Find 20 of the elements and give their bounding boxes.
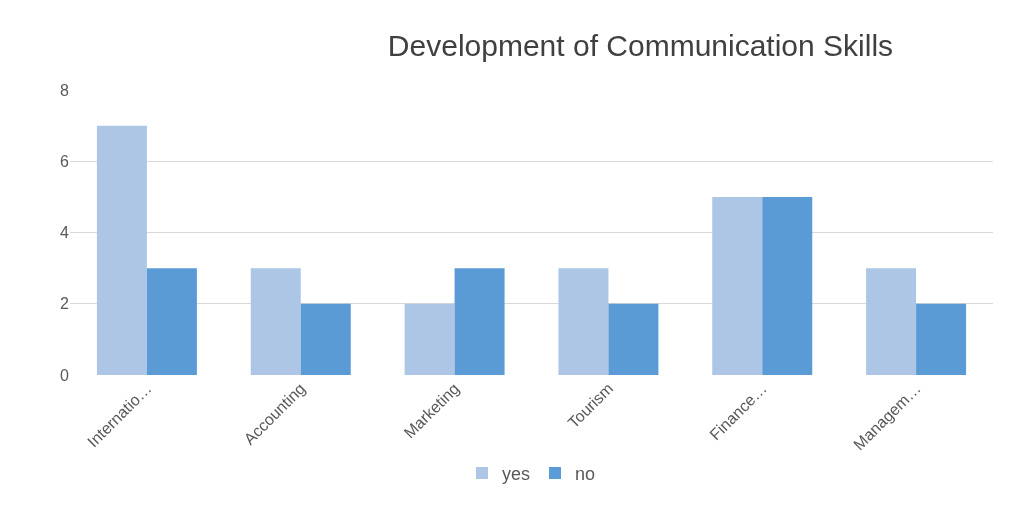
bar: [916, 303, 967, 375]
bar: [404, 303, 455, 375]
y-tick-label: 4: [60, 224, 70, 242]
bar: [250, 268, 301, 375]
legend-label: yes: [502, 464, 531, 485]
bar: [300, 303, 351, 375]
legend-label: no: [575, 464, 596, 485]
bar: [558, 268, 609, 375]
bar: [762, 196, 813, 375]
bar: [712, 196, 763, 375]
chart-title: Development of Communication Skills: [387, 29, 894, 63]
y-tick-label: 8: [60, 81, 70, 99]
y-tick-label: 6: [60, 152, 70, 170]
y-tick-label: 2: [60, 295, 70, 313]
bar: [608, 303, 659, 375]
bar: [146, 268, 197, 375]
bar: [96, 125, 147, 375]
bar: [866, 268, 917, 375]
bar: [454, 268, 505, 375]
y-tick-label: 0: [60, 366, 70, 384]
